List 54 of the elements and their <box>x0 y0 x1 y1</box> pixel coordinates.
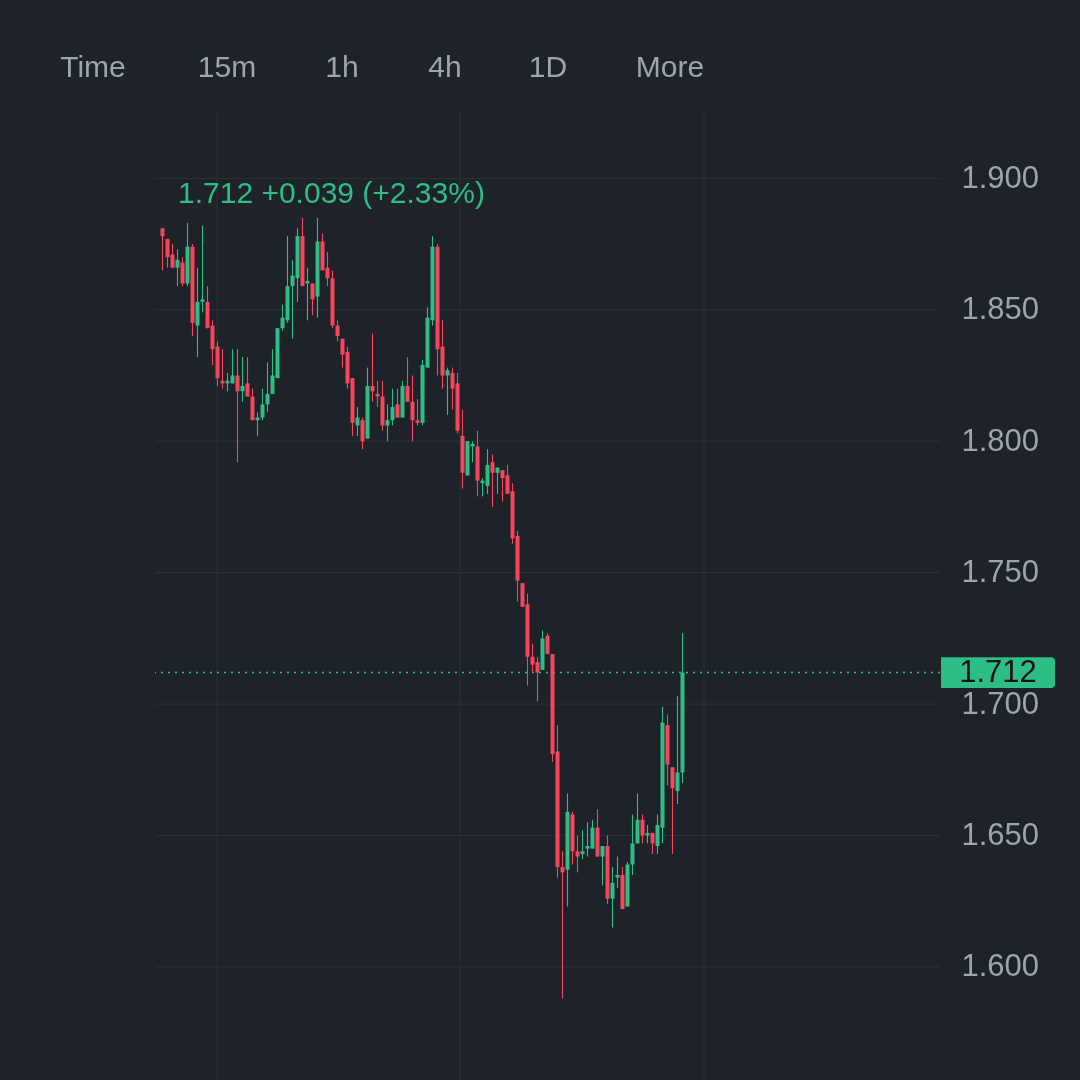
candlestick <box>180 256 185 287</box>
candlestick <box>670 766 675 855</box>
candlestick <box>405 356 410 403</box>
candlestick <box>260 388 265 421</box>
text: 4h <box>428 50 462 83</box>
candlestick <box>410 374 415 442</box>
text: More <box>635 50 705 83</box>
candlestick <box>235 348 240 463</box>
text: 1.712 +0.039 (+2.33%) <box>178 176 485 209</box>
candlestick <box>170 243 175 269</box>
candlestick <box>265 361 270 413</box>
candlestick <box>610 866 615 929</box>
y-tick-label: 1.900 <box>961 159 1040 195</box>
y-tick-label: 1.800 <box>961 422 1040 458</box>
candlestick <box>200 225 205 313</box>
candlestick <box>250 388 255 421</box>
candlestick <box>390 388 395 426</box>
candlestick <box>175 248 180 287</box>
candlestick <box>630 813 635 876</box>
candlestick <box>310 282 315 316</box>
candlestick <box>615 856 620 889</box>
y-tick-label: 1.650 <box>961 817 1040 853</box>
candlestick <box>535 656 540 703</box>
text: 15m <box>197 50 257 83</box>
candlestick <box>395 388 400 419</box>
candlestick <box>385 403 390 442</box>
candlestick <box>445 367 450 416</box>
candlestick <box>335 319 340 342</box>
candlestick <box>600 845 605 887</box>
candlestick <box>375 380 380 408</box>
candlestick <box>485 448 490 495</box>
candlestick <box>370 332 375 403</box>
candlestick <box>675 695 680 805</box>
candlestick <box>160 227 165 271</box>
candlestick <box>195 267 200 358</box>
candlestick <box>580 829 585 860</box>
y-tick-label: 1.850 <box>961 291 1040 327</box>
candlestick <box>360 417 365 450</box>
candlestick <box>640 813 645 844</box>
candlestick <box>645 824 650 844</box>
y-tick-label: 1.600 <box>961 948 1040 984</box>
candlestick <box>415 398 420 426</box>
text: 1D <box>528 50 568 83</box>
y-tick-label: 1.750 <box>961 554 1040 590</box>
text: 1h <box>325 50 359 83</box>
candlestick <box>635 792 640 844</box>
candlestick <box>495 466 500 495</box>
candlestick <box>245 356 250 398</box>
candlestick <box>575 834 580 873</box>
candlestick <box>590 819 595 850</box>
candlestick <box>560 850 565 1000</box>
candlestick <box>490 453 495 508</box>
text: Time <box>60 50 126 83</box>
candlestick <box>240 356 245 403</box>
